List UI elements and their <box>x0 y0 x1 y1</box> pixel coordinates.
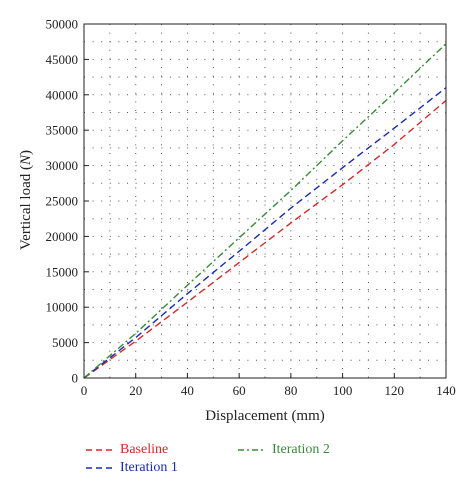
series-line-baseline <box>83 99 447 379</box>
legend-swatch-baseline <box>84 443 114 457</box>
y-axis-label-unit: N <box>18 154 34 166</box>
y-axis-label-suffix: ) <box>18 150 34 155</box>
x-tick-label-2: 40 <box>181 383 194 398</box>
x-tick-label-6: 120 <box>385 383 405 398</box>
y-tick-label-9: 45000 <box>46 52 79 67</box>
legend-item-baseline: Baseline <box>84 442 168 458</box>
y-tick-label-2: 10000 <box>46 300 79 315</box>
legend-item-iteration-2: Iteration 2 <box>236 442 330 458</box>
x-tick-label-3: 60 <box>233 383 246 398</box>
legend-label-baseline: Baseline <box>120 442 169 457</box>
y-tick-label-10: 50000 <box>46 17 79 32</box>
y-tick-label-4: 20000 <box>46 229 79 244</box>
legend-item-iteration-1: Iteration 1 <box>84 460 178 476</box>
x-tick-label-4: 80 <box>284 383 297 398</box>
y-axis-label-prefix: Vertical load ( <box>18 165 34 250</box>
y-tick-label-6: 30000 <box>46 158 79 173</box>
x-tick-label-5: 100 <box>333 383 353 398</box>
series-line-iteration-1 <box>83 87 447 379</box>
grid <box>84 24 446 378</box>
y-tick-label-3: 15000 <box>46 264 79 279</box>
series-line-iteration-2 <box>83 43 447 379</box>
y-tick-label-5: 25000 <box>46 194 79 209</box>
x-tick-label-7: 140 <box>436 383 456 398</box>
y-tick-label-1: 5000 <box>52 335 78 350</box>
y-tick-label-8: 40000 <box>46 87 79 102</box>
y-tick-label-7: 35000 <box>46 123 79 138</box>
legend-label-iteration-2: Iteration 2 <box>272 442 330 457</box>
x-tick-label-1: 20 <box>129 383 142 398</box>
y-axis-label: Vertical load (N) <box>18 150 34 250</box>
legend-swatch-iteration-2 <box>236 443 266 457</box>
y-ticks: 0 5000 10000 15000 20000 25000 30000 35000 40000… <box>46 17 89 386</box>
y-tick-label-0: 0 <box>72 371 79 386</box>
series-lines <box>83 43 447 379</box>
x-tick-label-0: 0 <box>81 383 88 398</box>
x-ticks: 0 20 40 60 80 100 120 140 <box>81 373 456 398</box>
legend-swatch-iteration-1 <box>84 461 114 475</box>
x-axis-label: Displacement (mm) <box>205 408 325 424</box>
legend-label-iteration-1: Iteration 1 <box>120 460 178 475</box>
